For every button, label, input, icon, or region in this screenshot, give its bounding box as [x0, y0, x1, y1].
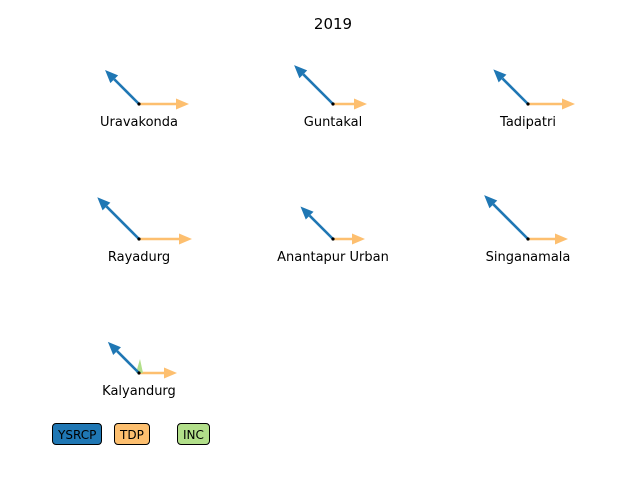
origin-dot-anantapur-urban: [331, 237, 335, 241]
arrow-tdp-rayadurg: [139, 233, 192, 245]
chart-title: 2019: [314, 15, 352, 33]
glyph-grid: Uravakonda Guntakal Tadipatri Rayadurg Anant…: [97, 65, 575, 399]
constituency-label-guntakal: Guntakal: [304, 115, 363, 130]
arrow-tdp-tadipatri: [528, 98, 575, 110]
arrow-ysrcp-tadipatri: [493, 69, 529, 105]
constituency-label-rayadurg: Rayadurg: [108, 250, 170, 265]
arrow-ysrcp-singanamala: [484, 195, 529, 240]
arrow-ysrcp-uravakonda: [105, 70, 140, 105]
arrow-ysrcp-rayadurg: [97, 197, 140, 240]
arrow-ysrcp-kalyandurg: [107, 341, 140, 374]
constituency-label-uravakonda: Uravakonda: [100, 115, 178, 130]
origin-dot-uravakonda: [137, 102, 141, 106]
origin-dot-guntakal: [331, 102, 335, 106]
legend-item-tdp: TDP: [114, 423, 150, 445]
legend-item-ysrcp: YSRCP: [52, 423, 103, 445]
arrow-tdp-singanamala: [528, 233, 568, 245]
origin-dot-kalyandurg: [137, 371, 141, 375]
arrow-tdp-guntakal: [333, 98, 367, 110]
constituency-label-kalyandurg: Kalyandurg: [102, 384, 176, 399]
origin-dot-singanamala: [526, 237, 530, 241]
constituency-label-anantapur-urban: Anantapur Urban: [277, 250, 389, 265]
arrow-ysrcp-anantapur-urban: [300, 206, 334, 240]
arrow-tdp-kalyandurg: [139, 367, 177, 379]
arrow-tdp-anantapur-urban: [333, 233, 365, 245]
arrow-inc-kalyandurg: [136, 359, 143, 373]
origin-dot-tadipatri: [526, 102, 530, 106]
arrow-tdp-uravakonda: [139, 98, 189, 110]
constituency-label-singanamala: Singanamala: [486, 250, 571, 265]
legend-item-inc: INC: [177, 423, 210, 445]
arrow-ysrcp-guntakal: [294, 65, 334, 105]
origin-dot-rayadurg: [137, 237, 141, 241]
constituency-label-tadipatri: Tadipatri: [499, 115, 556, 130]
